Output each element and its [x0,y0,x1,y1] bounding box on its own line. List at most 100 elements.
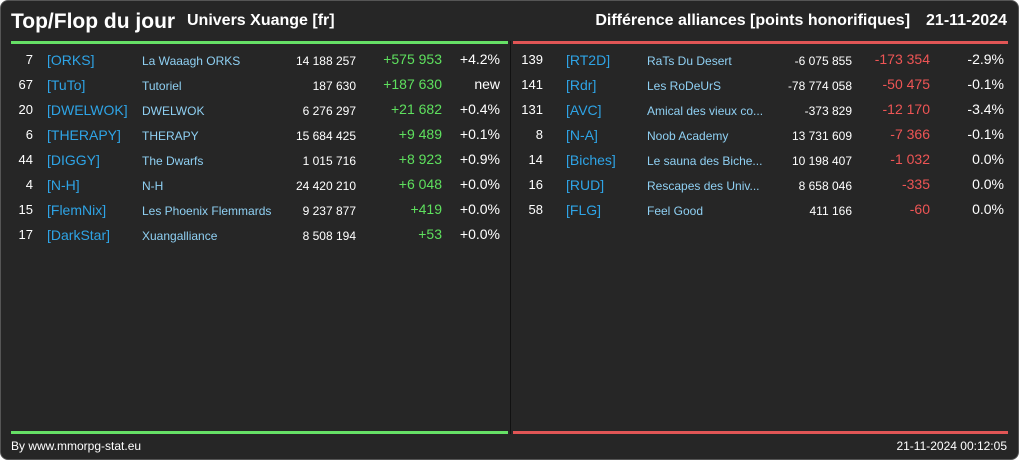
alliance-name-link[interactable]: Amical des vieux co... [647,104,764,118]
header-right: Différence alliances [points honorifique… [595,12,1007,30]
diff-cell: -12 170 [882,101,930,117]
alliance-name-link[interactable]: Rescapes des Univ... [647,179,760,193]
diff-cell: +21 682 [391,101,442,117]
percent-cell: new [474,76,500,92]
percent-cell: +0.4% [459,101,500,117]
alliance-tag-link[interactable]: [DIGGY] [47,152,100,168]
top-row: 17 [DarkStar] Xuangalliance 8 508 194 +53 +0.… [11,223,508,248]
top-rule-top [11,41,508,44]
top-row: 6 [THERAPY] THERAPY 15 684 425 +9 489 +0.1% [11,123,508,148]
alliance-tag-link[interactable]: [RT2D] [566,52,611,68]
alliance-tag-link[interactable]: [DarkStar] [47,227,111,243]
diff-cell: -173 354 [874,51,930,67]
rank-cell: 141 [521,77,543,92]
flop-row: 139 [RT2D] RaTs Du Desert -6 075 855 -173 35… [513,48,1008,73]
points-cell: 187 630 [312,79,356,93]
rank-cell: 8 [535,127,543,142]
alliance-tag-link[interactable]: [DWELWOK] [47,102,128,118]
flop-table: 139 [RT2D] RaTs Du Desert -6 075 855 -173 35… [513,48,1008,223]
alliance-name-link[interactable]: Feel Good [647,204,704,218]
flop-row: 141 [Rdr] Les RoDeUrS -78 774 058 -50 475 -0.… [513,73,1008,98]
diff-cell: +53 [418,226,442,242]
alliance-name-link[interactable]: Noob Academy [647,129,729,143]
points-cell: 6 276 297 [302,104,356,118]
diff-cell: +575 953 [383,51,442,67]
alliance-name-link[interactable]: The Dwarfs [142,154,204,168]
alliance-tag-link[interactable]: [AVC] [566,102,602,118]
top-row: 44 [DIGGY] The Dwarfs 1 015 716 +8 923 +0.9% [11,148,508,173]
points-cell: 15 684 425 [295,129,356,143]
points-cell: 14 188 257 [295,54,356,68]
points-cell: 9 237 877 [302,204,356,218]
points-cell: -78 774 058 [787,79,852,93]
rank-cell: 15 [18,202,33,217]
rank-cell: 20 [18,102,33,117]
percent-cell: -0.1% [967,76,1004,92]
rank-cell: 67 [18,77,33,92]
rank-cell: 44 [18,152,33,167]
top-table: 7 [ORKS] La Waaagh ORKS 14 188 257 +575 953 +… [11,48,508,248]
alliance-name-link[interactable]: N-H [142,179,164,193]
top-row: 15 [FlemNix] Les Phoenix Flemmards 9 237 87… [11,198,508,223]
alliance-name-link[interactable]: THERAPY [142,129,199,143]
universe-label: Univers Xuange [fr] [187,12,335,29]
alliance-tag-link[interactable]: [N-H] [47,177,80,193]
percent-cell: -2.9% [967,51,1004,67]
flop-row: 8 [N-A] Noob Academy 13 731 609 -7 366 -0.1% [513,123,1008,148]
alliance-name-link[interactable]: DWELWOK [142,104,205,118]
rank-cell: 139 [521,52,543,67]
diff-cell: +187 630 [383,76,442,92]
rank-cell: 131 [521,102,543,117]
rank-cell: 16 [528,177,543,192]
diff-cell: -60 [909,201,930,217]
flop-row: 58 [FLG] Feel Good 411 166 -60 0.0% [513,198,1008,223]
page-title: Top/Flop du jour [11,10,176,33]
percent-cell: 0.0% [972,176,1004,192]
top-row: 67 [TuTo] Tutoriel 187 630 +187 630 new [11,73,508,98]
percent-cell: +4.2% [459,51,500,67]
points-cell: -373 829 [804,104,852,118]
alliance-tag-link[interactable]: [THERAPY] [47,127,121,143]
alliance-name-link[interactable]: Le sauna des Biche... [647,154,763,168]
diff-cell: -335 [901,176,930,192]
diff-cell: +8 923 [398,151,442,167]
alliance-tag-link[interactable]: [RUD] [566,177,605,193]
site-credit: By www.mmorpg-stat.eu [11,439,142,453]
alliance-name-link[interactable]: Tutoriel [142,79,182,93]
flop-row: 16 [RUD] Rescapes des Univ... 8 658 046 -335… [513,173,1008,198]
alliance-name-link[interactable]: Les RoDeUrS [647,79,722,93]
category-label: Différence alliances [points honorifique… [595,12,911,29]
percent-cell: -0.1% [967,126,1004,142]
alliance-name-link[interactable]: Les Phoenix Flemmards [142,204,272,218]
alliance-name-link[interactable]: RaTs Du Desert [647,54,732,68]
column-divider [510,41,511,434]
alliance-tag-link[interactable]: [FlemNix] [47,202,107,218]
alliance-name-link[interactable]: La Waaagh ORKS [142,54,241,68]
top-row: 7 [ORKS] La Waaagh ORKS 14 188 257 +575 953 +… [11,48,508,73]
top-row: 20 [DWELWOK] DWELWOK 6 276 297 +21 682 +0.4% [11,98,508,123]
flop-row: 131 [AVC] Amical des vieux co... -373 829 -1… [513,98,1008,123]
alliance-tag-link[interactable]: [Biches] [566,152,616,168]
alliance-tag-link[interactable]: [ORKS] [47,52,95,68]
flop-rule-bottom [513,431,1008,434]
alliance-tag-link[interactable]: [FLG] [566,202,602,218]
percent-cell: +0.1% [459,126,500,142]
rank-cell: 4 [25,177,33,192]
alliance-tag-link[interactable]: [N-A] [566,127,598,143]
alliance-tag-link[interactable]: [Rdr] [566,77,597,93]
header-date: 21-11-2024 [926,12,1007,29]
percent-cell: 0.0% [972,201,1004,217]
points-cell: -6 075 855 [794,54,852,68]
generated-timestamp: 21-11-2024 00:12:05 [896,439,1007,453]
alliance-name-link[interactable]: Xuangalliance [142,229,218,243]
percent-cell: +0.0% [459,176,500,192]
points-cell: 8 658 046 [798,179,852,193]
percent-cell: +0.0% [459,226,500,242]
alliance-tag-link[interactable]: [TuTo] [47,77,86,93]
rank-cell: 58 [528,202,543,217]
flop-rule-top [513,41,1008,44]
diff-cell: -7 366 [890,126,930,142]
percent-cell: 0.0% [972,151,1004,167]
rank-cell: 7 [25,52,33,67]
